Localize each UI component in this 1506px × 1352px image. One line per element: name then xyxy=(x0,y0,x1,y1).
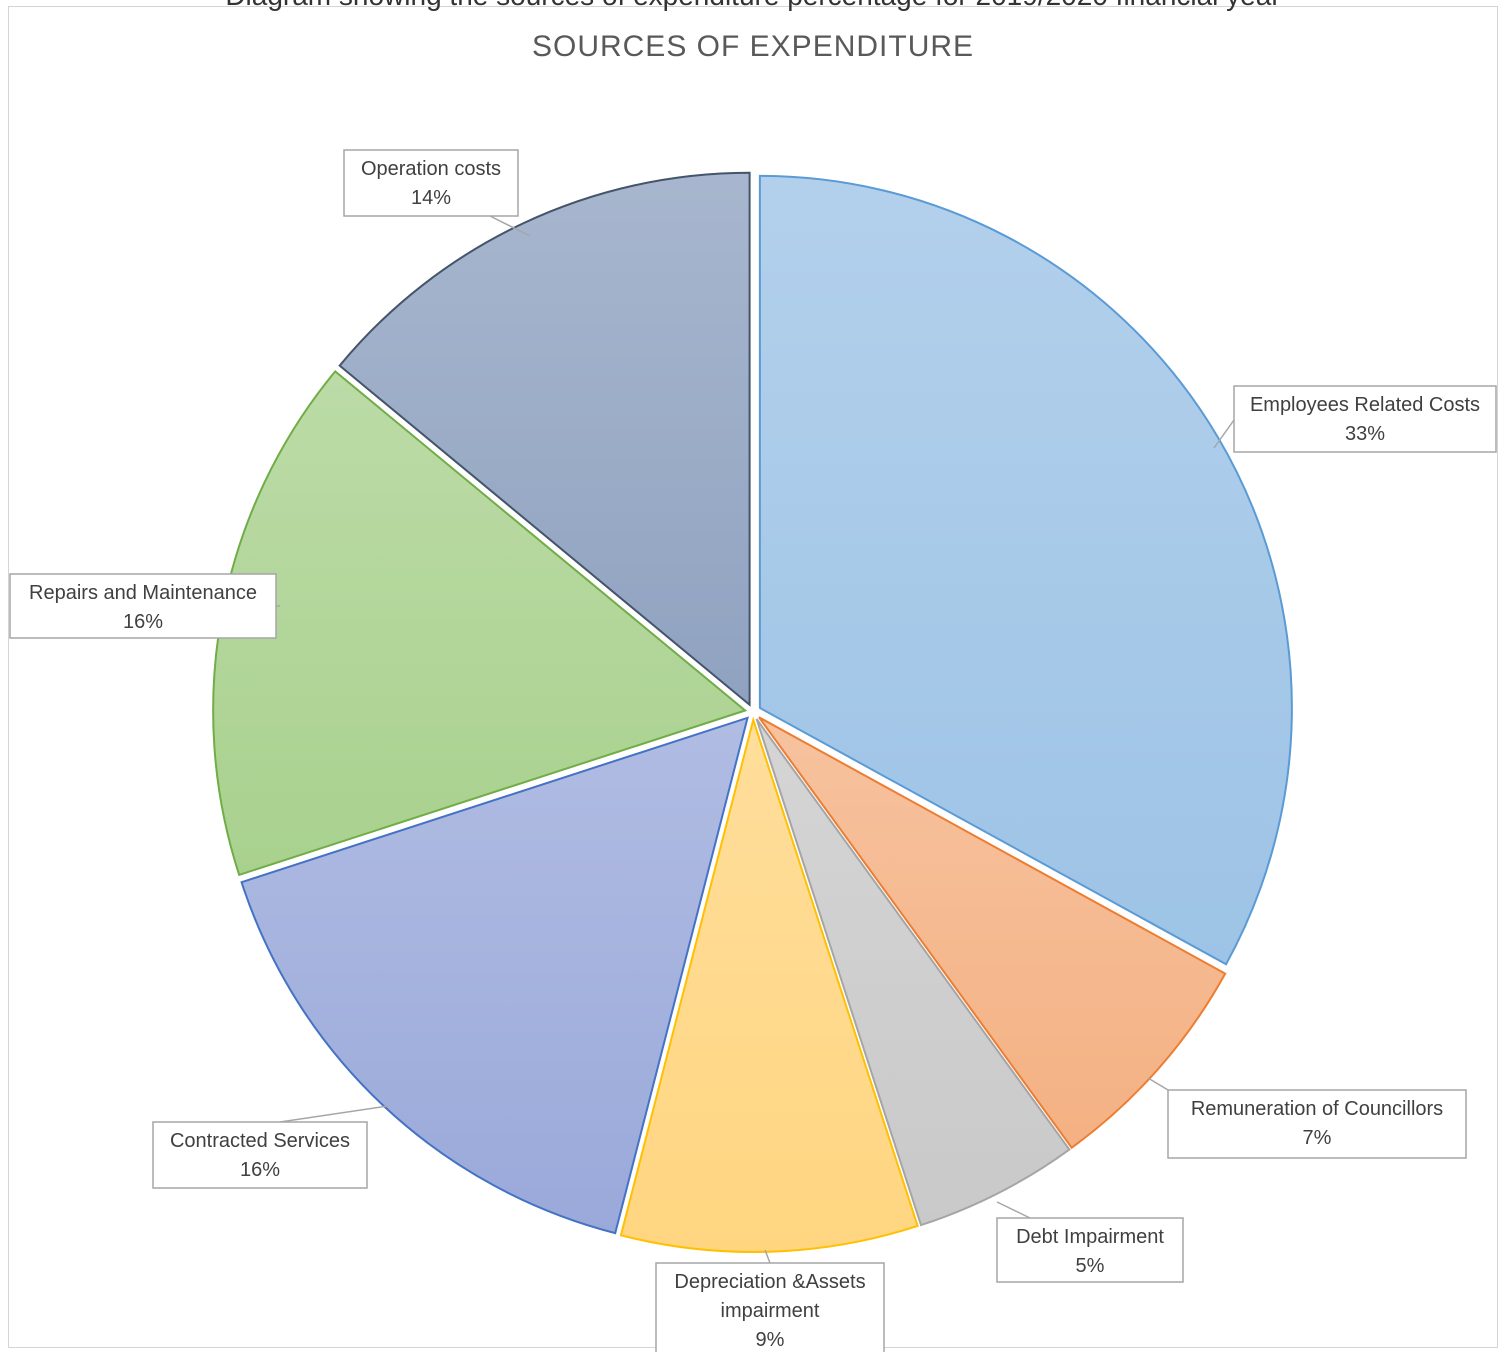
leader-line xyxy=(996,1201,1031,1219)
pie-slice-employees-related-costs xyxy=(758,174,1293,966)
leader-line xyxy=(279,1105,389,1123)
leader-line xyxy=(764,1249,771,1264)
data-label-name: Debt Impairment xyxy=(1016,1226,1164,1248)
cut-off-caption: Diagram showing the sources of expenditu… xyxy=(0,0,1506,12)
data-label-name: Repairs and Maintenance xyxy=(29,582,257,604)
leader-lines xyxy=(276,215,1235,1264)
data-label-value: 16% xyxy=(240,1159,280,1181)
data-label-value: 9% xyxy=(756,1329,785,1351)
data-label-name: Operation costs xyxy=(361,158,501,180)
data-label-value: 14% xyxy=(411,187,451,209)
pie-slice-operation-costs xyxy=(338,171,751,707)
data-label-box xyxy=(1167,1089,1467,1159)
pie-slices xyxy=(212,171,1293,1253)
data-label-value: 33% xyxy=(1345,423,1385,445)
data-label-box xyxy=(343,149,519,217)
data-label-value: 7% xyxy=(1303,1127,1332,1149)
data-label-value: 16% xyxy=(123,611,163,633)
pie-slice-debt-impairment xyxy=(755,718,1071,1227)
data-label-name: impairment xyxy=(721,1300,820,1322)
data-label-box xyxy=(1233,385,1497,453)
data-label-box xyxy=(9,573,277,639)
data-label-name: Employees Related Costs xyxy=(1250,394,1480,416)
data-label-box xyxy=(996,1217,1184,1283)
data-label-box xyxy=(655,1262,885,1352)
pie-slice-depreciation-assets-impairment xyxy=(619,716,919,1253)
leader-line xyxy=(1213,419,1235,449)
data-label-value: 5% xyxy=(1076,1255,1105,1277)
data-label-box xyxy=(152,1121,368,1189)
leader-line xyxy=(1147,1077,1169,1091)
chart-title: SOURCES OF EXPENDITURE xyxy=(531,30,975,63)
pie-slice-remuneration-of-councillors xyxy=(758,716,1227,1150)
pie-slice-contracted-services xyxy=(240,716,749,1235)
data-labels: Employees Related Costs 33% Remuneration o… xyxy=(9,149,1497,1352)
data-label-name: Remuneration of Councillors xyxy=(1191,1098,1443,1120)
data-label-name: Contracted Services xyxy=(170,1130,350,1152)
leader-line xyxy=(489,215,531,237)
data-label-name: Depreciation &Assets xyxy=(674,1271,865,1293)
